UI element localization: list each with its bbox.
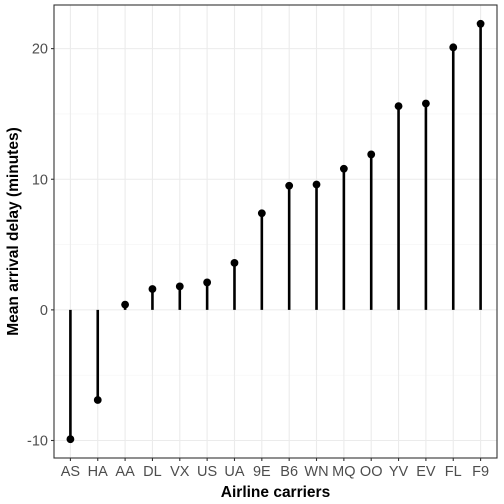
x-tick-label: AA — [115, 464, 135, 480]
x-tick-label: OO — [360, 464, 383, 480]
minor-gridlines — [54, 113, 497, 376]
point-F9 — [476, 19, 485, 28]
y-tick-label: 20 — [32, 42, 48, 58]
x-tick-label: 9E — [253, 464, 271, 480]
point-FL — [449, 43, 458, 52]
x-tick-label: DL — [143, 464, 162, 480]
point-B6 — [285, 181, 294, 190]
x-tick-label: B6 — [280, 464, 298, 480]
point-OO — [367, 150, 376, 159]
point-US — [203, 278, 212, 287]
point-WN — [312, 180, 321, 189]
point-AS — [66, 435, 75, 444]
point-9E — [257, 209, 266, 218]
point-DL — [148, 285, 157, 293]
lollipop-points — [66, 19, 485, 444]
x-tick-label: EV — [416, 464, 436, 480]
y-tick-label: -10 — [27, 433, 48, 449]
major-gridlines — [54, 5, 497, 458]
y-tick-label: 0 — [40, 303, 48, 319]
x-tick-label: FL — [445, 464, 462, 480]
x-tick-label: AS — [61, 464, 80, 480]
x-tick-label: VX — [170, 464, 190, 480]
x-tick-label: MQ — [332, 464, 355, 480]
point-AA — [121, 300, 129, 309]
y-tick-label: 10 — [32, 172, 48, 188]
point-VX — [175, 282, 184, 291]
x-tick-label: F9 — [472, 464, 489, 480]
lollipop-stems — [69, 23, 482, 440]
y-axis-title: Mean arrival delay (minutes) — [5, 127, 22, 335]
x-tick-label: WN — [304, 464, 328, 480]
point-MQ — [339, 164, 348, 173]
x-tick-label: HA — [88, 464, 108, 480]
y-axis-ticks: -10 0 10 20 — [27, 42, 54, 449]
point-UA — [230, 258, 239, 267]
point-YV — [394, 102, 403, 111]
x-tick-label: US — [197, 464, 217, 480]
x-tick-label: UA — [224, 464, 244, 480]
x-tick-label: YV — [389, 464, 409, 480]
x-axis-title: Airline carriers — [221, 484, 330, 501]
point-HA — [93, 396, 102, 404]
point-EV — [422, 99, 430, 108]
x-axis-ticks: AS HA AA DL VX US UA 9E B6 WN MQ OO YV EV FL F9 — [61, 458, 489, 480]
plot-panel-border — [53, 4, 498, 459]
